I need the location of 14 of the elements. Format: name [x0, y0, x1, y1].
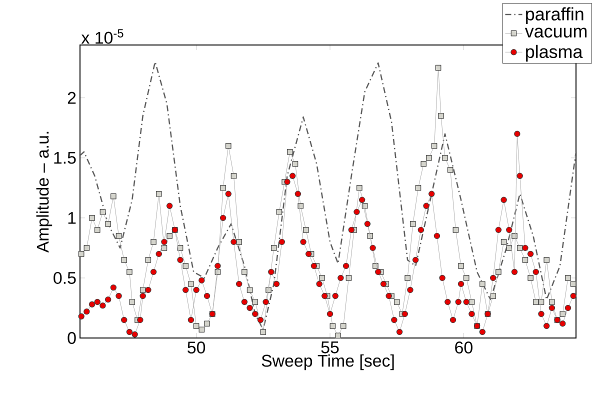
- y-tick-label: 0.5: [54, 272, 76, 284]
- legend-label: paraffin: [526, 7, 584, 24]
- y-tick-label: 2: [68, 92, 76, 104]
- x-axis-title: Sweep Time [sec]: [262, 354, 394, 370]
- x-tick-label: 55: [321, 342, 339, 354]
- legend-label: plasma: [526, 44, 583, 62]
- y-axis-title: Amplitude – a.u.: [36, 132, 52, 253]
- legend-label: vacuum: [524, 28, 586, 38]
- y-tick-label: 1.5: [54, 152, 76, 164]
- y-tick-label: 0: [68, 332, 76, 344]
- x-tick-label: 50: [188, 342, 206, 354]
- x-tick-label: 60: [455, 342, 472, 354]
- text: x 10$^{-5}$: [81, 29, 124, 44]
- y-tick-label: 1: [68, 212, 76, 224]
